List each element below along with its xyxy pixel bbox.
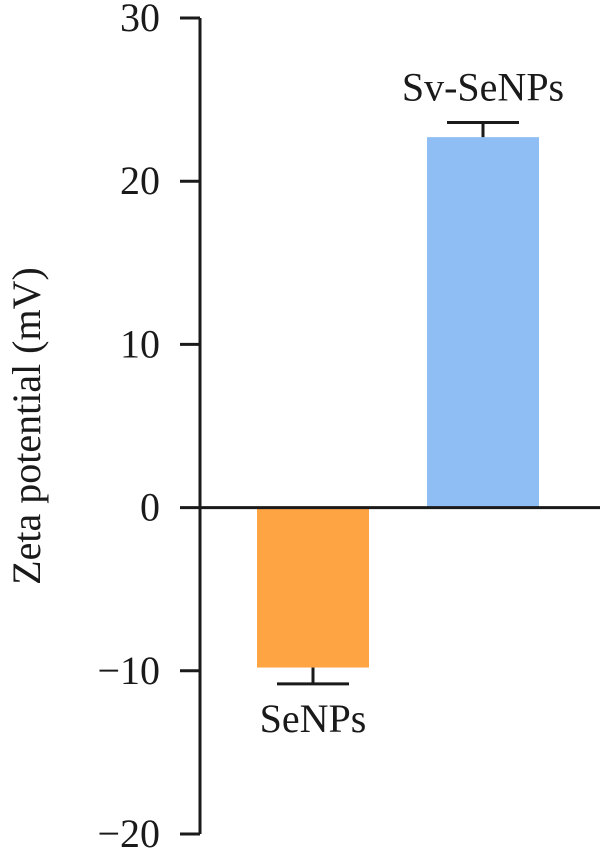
y-tick-label: 30	[120, 0, 160, 40]
bars	[257, 120, 539, 686]
y-tick-labels: 30 20 10 0 −10 −20	[97, 0, 160, 852]
y-tick-label: 0	[140, 485, 160, 530]
y-axis	[180, 16, 202, 836]
category-label: Sv-SeNPs	[402, 64, 564, 109]
y-tick-label: 10	[120, 321, 160, 366]
bar-senps	[257, 507, 369, 668]
bar-sv-senps	[427, 137, 539, 508]
y-axis-title: Zeta potential (mV)	[4, 267, 49, 585]
category-label: SeNPs	[260, 696, 367, 741]
y-tick-label: −10	[97, 648, 160, 693]
y-tick-label: 20	[120, 158, 160, 203]
y-tick-label: −20	[97, 811, 160, 852]
category-labels: SeNPs Sv-SeNPs	[260, 64, 564, 740]
